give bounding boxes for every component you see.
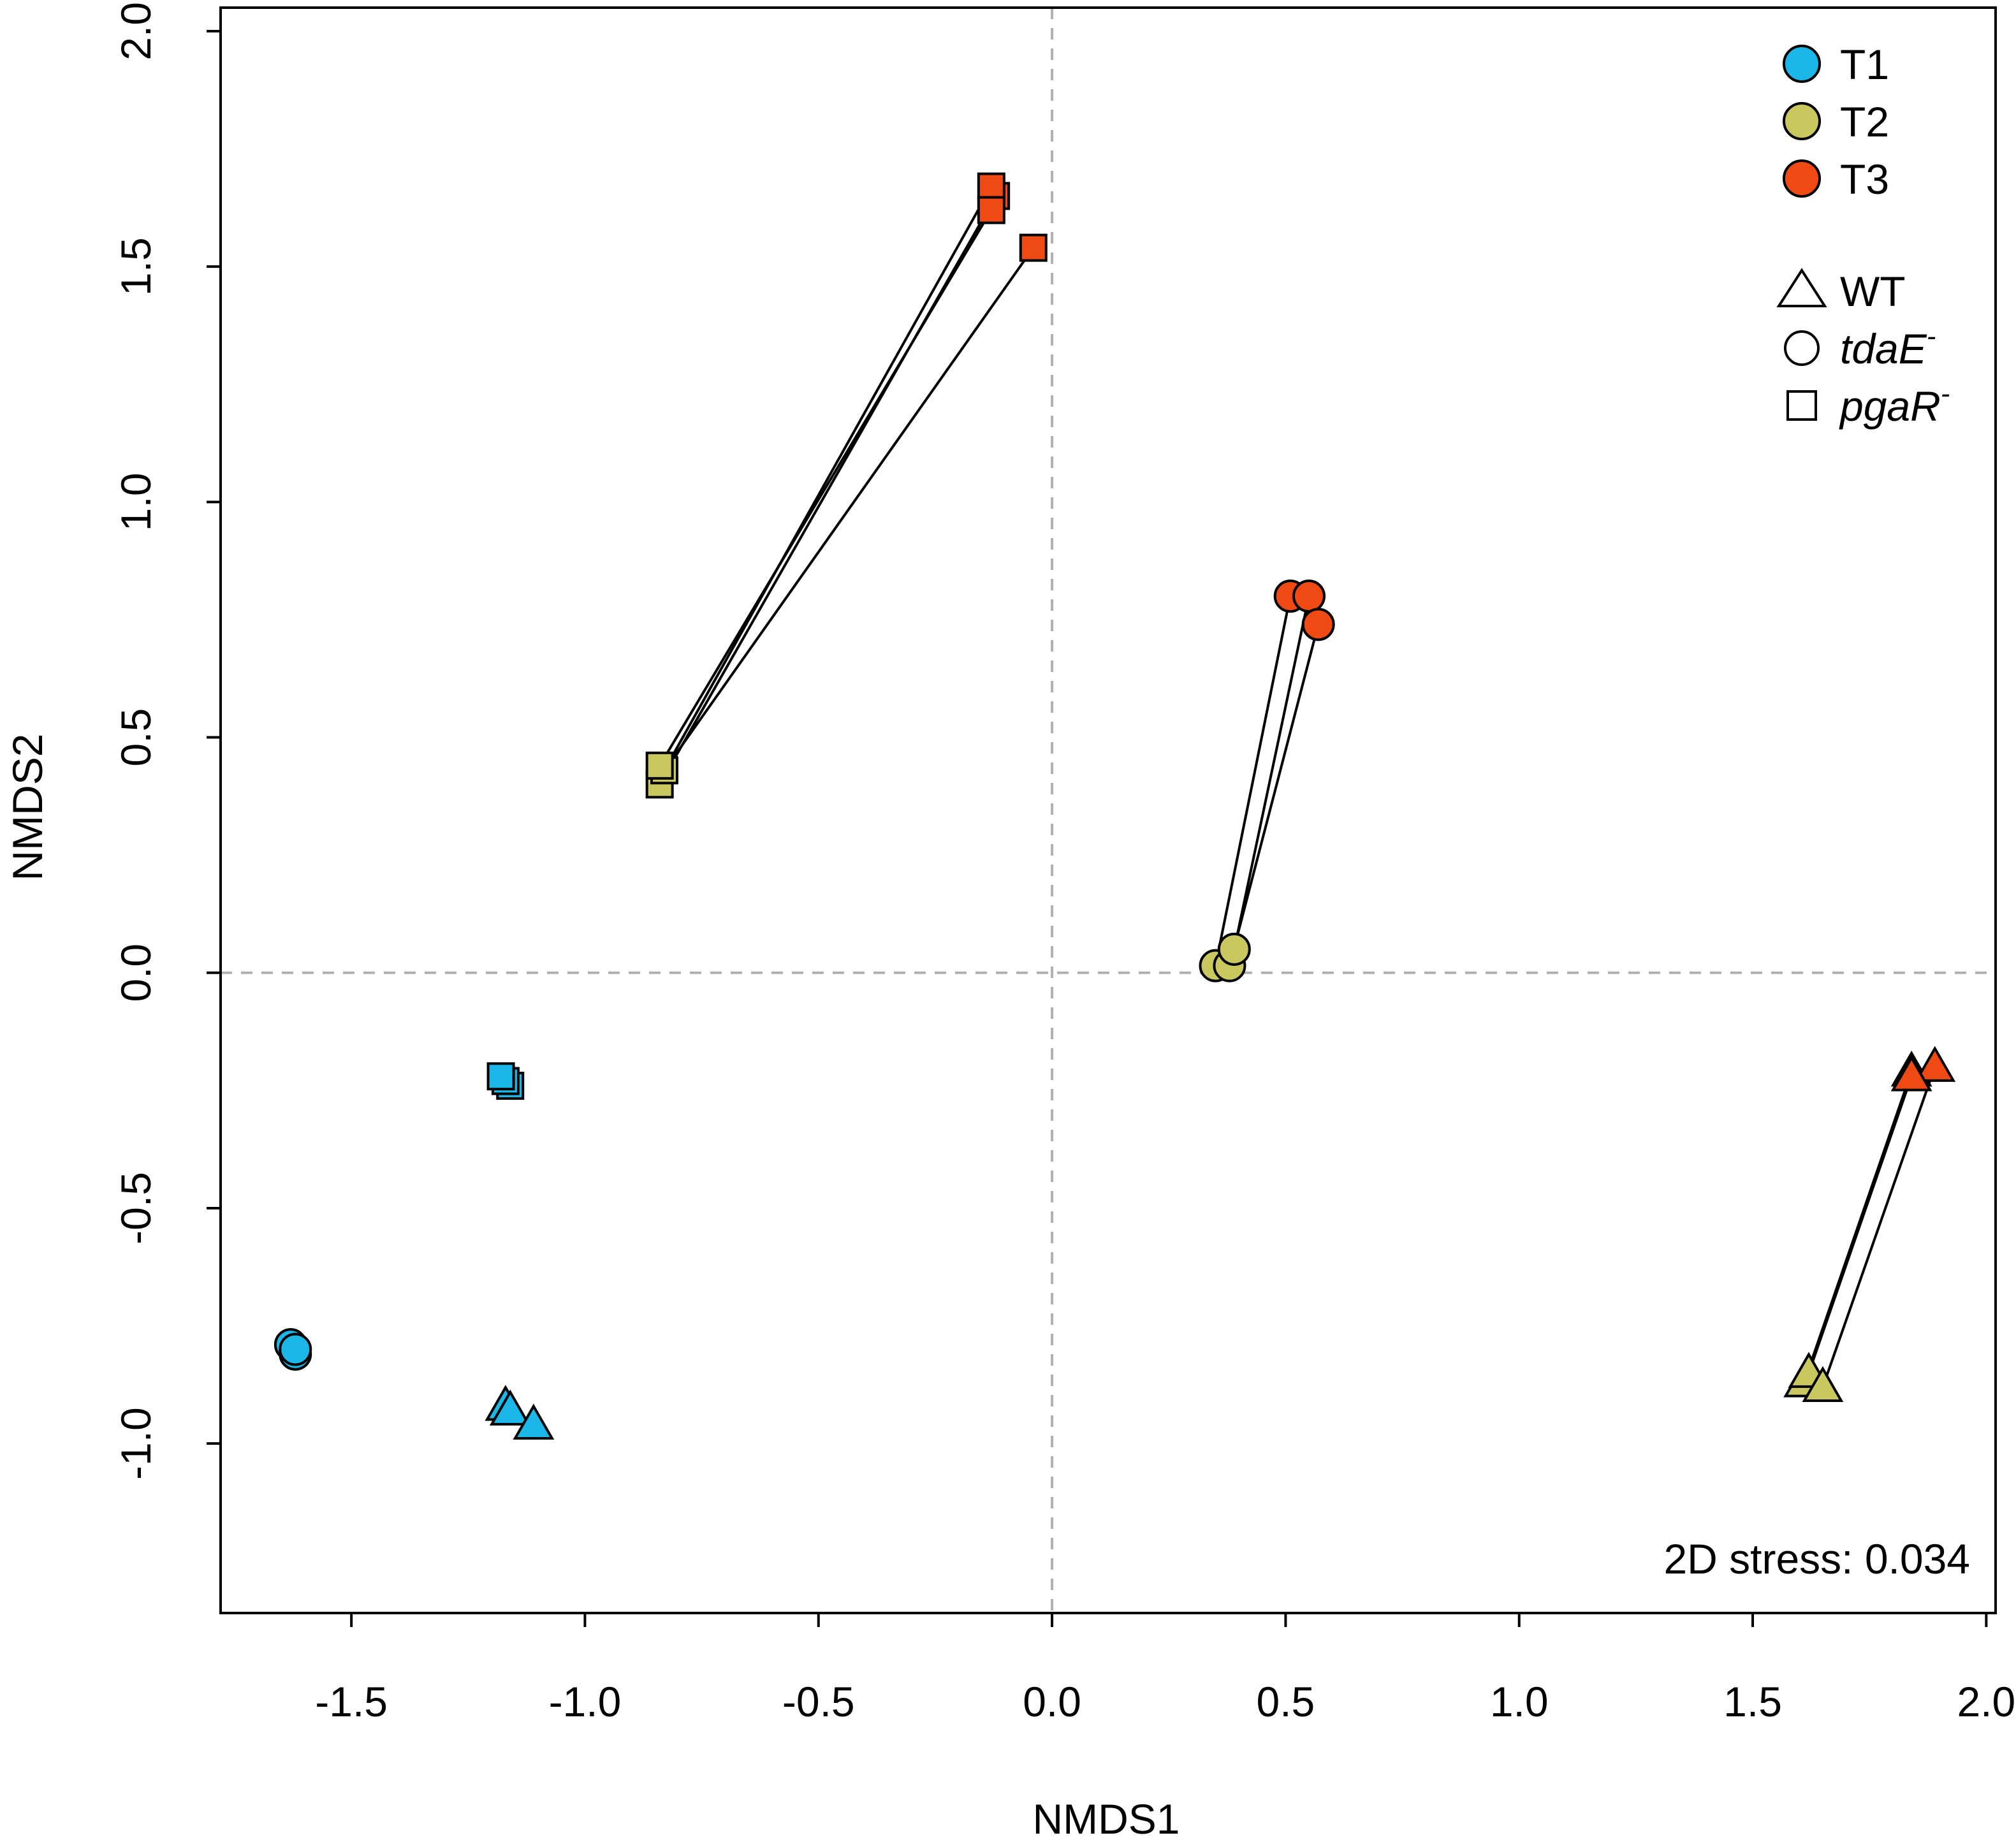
- y-axis: -1.0 -0.5 0.0 0.5 1.0 1.5 2.0: [112, 2, 221, 1480]
- legend-genotype: WT tdaE-pgaR-: [1776, 268, 1950, 430]
- legend-marker-t3: [1783, 159, 1821, 198]
- legend-label-tdae: tdaE-: [1840, 321, 1936, 372]
- connecting-segment: [658, 209, 993, 766]
- y-tick-label: 1.5: [112, 237, 159, 296]
- connecting-segment: [658, 195, 997, 785]
- point-pgar-t3: [977, 196, 1005, 224]
- x-tick-label: -1.5: [315, 1678, 388, 1725]
- x-axis-label: NMDS1: [1032, 1795, 1180, 1840]
- connecting-segment: [1802, 1071, 1913, 1383]
- y-tick-label: -0.5: [112, 1172, 159, 1245]
- x-tick-label: 2.0: [1957, 1678, 2015, 1725]
- legend-label-t1: T1: [1840, 41, 1889, 88]
- legend-label-wt: WT: [1840, 268, 1906, 315]
- connecting-segment: [1822, 1066, 1936, 1388]
- point-pgar-t2: [645, 751, 674, 780]
- point-wt-t1: [489, 1389, 531, 1426]
- x-tick-label: -0.5: [782, 1678, 855, 1725]
- legend-label-t3: T3: [1840, 156, 1889, 203]
- point-wt-t3: [1914, 1046, 1956, 1082]
- point-wt-t3: [1890, 1055, 1932, 1092]
- y-tick-label: 0.5: [112, 708, 159, 767]
- x-tick-label: 0.0: [1023, 1678, 1081, 1725]
- point-tdae-t2: [1217, 932, 1251, 966]
- connecting-segment: [1808, 1076, 1913, 1374]
- connecting-segments: [658, 186, 1936, 1388]
- x-tick-label: -1.0: [549, 1678, 622, 1725]
- x-tick-label: 0.5: [1257, 1678, 1315, 1725]
- y-tick-label: 1.0: [112, 472, 159, 531]
- plot-frame: [219, 6, 1997, 1614]
- point-pgar-t3: [1019, 233, 1048, 262]
- y-tick-label: 0.0: [112, 944, 159, 1002]
- legend-marker-pgar: [1786, 390, 1817, 421]
- point-tdae-t3: [1301, 608, 1335, 641]
- x-tick-label: 1.0: [1490, 1678, 1549, 1725]
- point-wt-t2: [1802, 1366, 1844, 1402]
- connecting-segment: [1232, 595, 1310, 950]
- point-tdae-t3: [1292, 580, 1326, 613]
- connecting-segment: [663, 186, 993, 771]
- legend-marker-t2: [1783, 102, 1821, 140]
- stress-annotation: 2D stress: 0.034: [1663, 1535, 1970, 1582]
- connecting-segment: [663, 247, 1035, 771]
- point-tdae-t1: [279, 1333, 312, 1366]
- legend-label-t2: T2: [1840, 98, 1889, 145]
- point-pgar-t1: [486, 1062, 515, 1091]
- y-tick-label: 2.0: [112, 2, 159, 61]
- legend-label-pgar: pgaR-: [1839, 378, 1950, 430]
- x-axis: -1.5 -1.0 -0.5 0.0 0.5 1.0 1.5 2.0: [315, 1613, 2015, 1725]
- point-pgar-t3: [977, 172, 1005, 201]
- point-wt-t1: [513, 1403, 555, 1440]
- y-tick-label: -1.0: [112, 1407, 159, 1480]
- reference-lines: [221, 8, 1996, 1613]
- connecting-segment: [1214, 595, 1292, 967]
- legend-marker-wt: [1776, 268, 1827, 307]
- x-tick-label: 1.5: [1723, 1678, 1782, 1725]
- data-points: [274, 172, 1956, 1440]
- legend-marker-t1: [1783, 45, 1821, 83]
- legend-marker-tdae: [1784, 330, 1820, 366]
- legend-time: T1 T2 T3: [1783, 41, 1889, 203]
- y-axis-label: NMDS2: [4, 733, 51, 880]
- connecting-segment: [1228, 624, 1320, 967]
